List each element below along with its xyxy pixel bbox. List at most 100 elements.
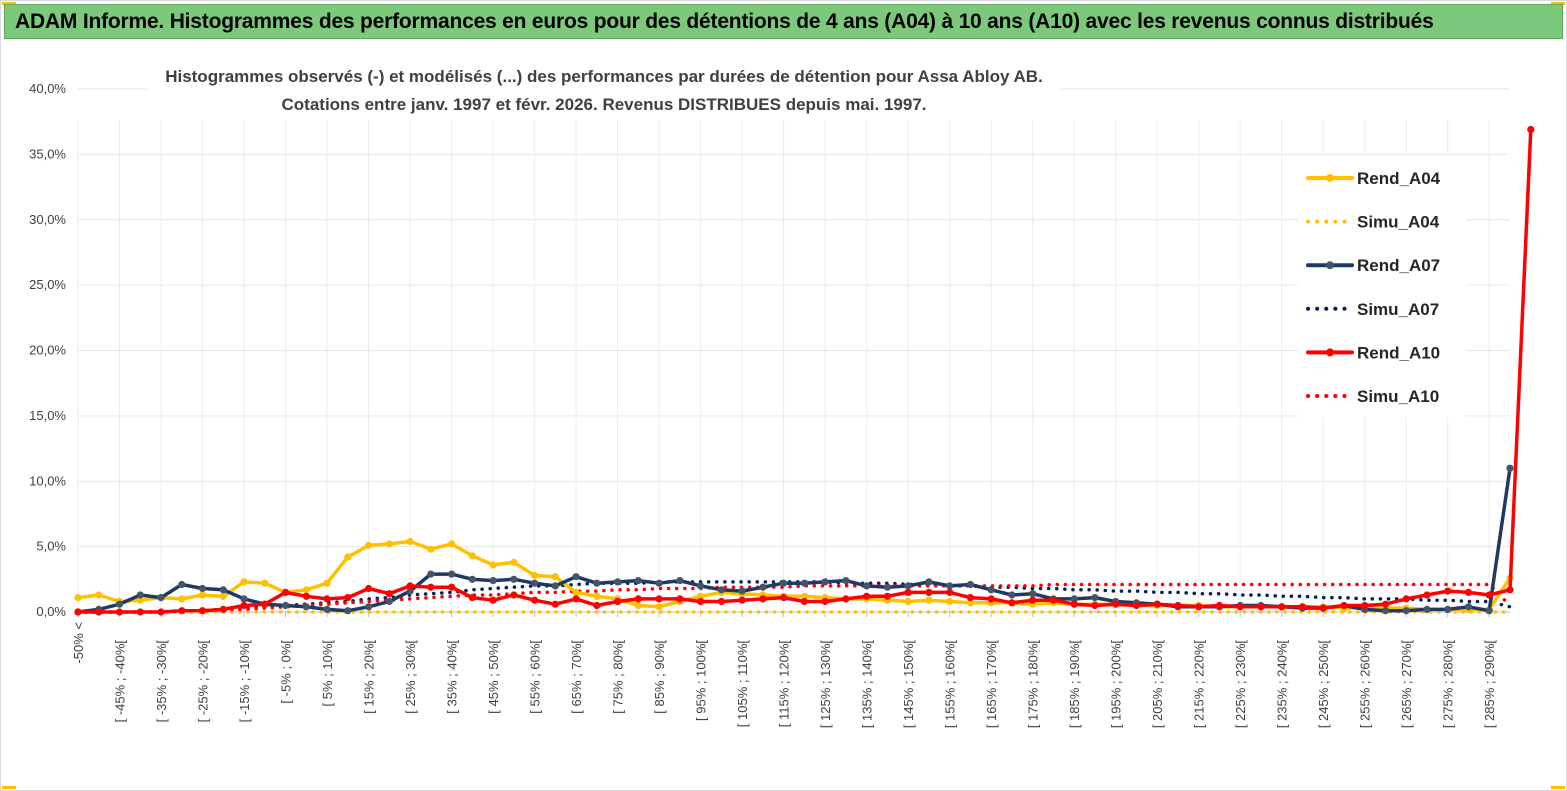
data-point	[925, 588, 933, 597]
x-tick-label: [ 15% ; 20%[	[362, 640, 377, 714]
legend-label: Rend_A07	[1357, 256, 1440, 275]
data-point	[572, 573, 580, 581]
data-point	[1361, 601, 1369, 610]
data-point	[302, 586, 310, 594]
y-tick-label: 15,0%	[29, 408, 66, 423]
data-point	[966, 594, 975, 602]
data-point	[593, 592, 601, 600]
data-point	[385, 590, 393, 598]
x-tick-label: [ -35% ; -30%[	[154, 640, 169, 723]
y-tick-label: 20,0%	[29, 343, 66, 358]
legend: Rend_A04 Simu_A04 Rend_A07 Simu_A07 Rend_A10…	[1306, 169, 1441, 406]
data-point	[1153, 600, 1161, 608]
x-tick-label: [ 185% ; 190%[	[1067, 640, 1082, 729]
x-tick-label: [ 145% ; 150%[	[901, 640, 916, 729]
x-tick-label: [ 205% ; 210%[	[1150, 640, 1165, 729]
x-tick-label: [ 135% ; 140%[	[860, 640, 875, 729]
data-point	[863, 582, 871, 590]
x-tick-label: [ 25% ; 30%[	[403, 640, 418, 714]
data-point	[1402, 595, 1410, 603]
data-point	[406, 537, 414, 546]
data-point	[157, 608, 165, 616]
data-point	[904, 588, 912, 597]
data-point	[240, 595, 248, 603]
data-point	[406, 582, 414, 590]
x-tick-label: [ 225% ; 230%[	[1233, 640, 1248, 729]
data-point	[385, 597, 393, 606]
data-point	[1174, 601, 1182, 610]
data-point	[448, 540, 456, 548]
data-point	[821, 597, 829, 606]
y-tick-label: 35,0%	[29, 146, 66, 161]
data-point	[572, 595, 580, 603]
data-point	[800, 579, 809, 587]
y-axis: 0,0% 5,0% 10,0% 15,0% 20,0% 25,0% 30,0% 35,0% 40…	[29, 81, 66, 619]
data-point	[634, 595, 642, 603]
y-tick-label: 30,0%	[29, 212, 66, 227]
x-tick-label: [ 175% ; 180%[	[1026, 640, 1041, 729]
data-point	[365, 541, 373, 549]
legend-background	[1298, 155, 1466, 417]
data-point	[1029, 596, 1037, 604]
data-point	[842, 577, 850, 585]
data-point	[302, 603, 310, 611]
data-point	[385, 540, 393, 548]
data-point	[697, 597, 705, 606]
data-point	[1423, 605, 1431, 614]
data-point	[1506, 586, 1514, 594]
x-tick-label: [ 195% ; 200%[	[1109, 640, 1124, 729]
data-point	[198, 591, 207, 599]
data-point	[1112, 600, 1120, 608]
data-point	[489, 577, 497, 585]
data-point	[655, 579, 663, 587]
data-point	[717, 586, 726, 594]
data-point	[1215, 601, 1223, 610]
data-point	[261, 579, 269, 587]
data-point	[551, 573, 559, 581]
data-point	[759, 583, 767, 591]
data-point	[240, 578, 248, 586]
x-tick-label: [ 265% ; 270%[	[1399, 640, 1414, 729]
data-point	[448, 570, 456, 578]
data-point	[219, 605, 227, 614]
x-tick-label: [ -5% ; 0%[	[279, 640, 294, 704]
data-point	[427, 545, 435, 553]
data-point	[365, 603, 373, 611]
x-tick-label: [ 245% ; 250%[	[1316, 640, 1331, 729]
legend-label: Simu_A07	[1357, 300, 1439, 319]
data-point	[281, 601, 290, 610]
data-point	[593, 579, 601, 587]
data-point	[634, 601, 642, 610]
x-tick-label: [ 65% ; 70%[	[569, 640, 584, 714]
x-tick-label: [ 55% ; 60%[	[528, 640, 543, 714]
data-point	[966, 599, 975, 607]
data-point	[1402, 607, 1410, 615]
data-point	[1423, 591, 1431, 599]
data-point	[510, 575, 518, 583]
legend-label: Rend_A10	[1357, 343, 1440, 362]
data-point	[1008, 599, 1016, 607]
x-tick-label: [ 275% ; 280%[	[1441, 640, 1456, 729]
data-point	[323, 605, 331, 614]
data-point	[74, 608, 82, 616]
corner-mark	[2, 786, 16, 789]
data-point	[1257, 603, 1265, 611]
chart-title: Histogrammes observés (-) et modélisés (…	[165, 67, 1043, 86]
data-point	[427, 570, 435, 578]
data-point	[427, 583, 435, 591]
data-point	[510, 558, 518, 566]
data-point	[1319, 604, 1327, 612]
corner-mark	[1551, 2, 1565, 5]
data-point	[1464, 588, 1473, 597]
series-group	[74, 125, 1535, 616]
x-tick-label: [ 125% ; 130%[	[818, 640, 833, 729]
data-point	[1464, 603, 1473, 611]
x-tick-label: [ 165% ; 170%[	[984, 640, 999, 729]
title-background	[148, 60, 1060, 120]
data-point	[136, 591, 144, 599]
legend-label: Simu_A04	[1357, 213, 1440, 232]
data-point	[1008, 591, 1016, 599]
x-tick-label: [ 85% ; 90%[	[652, 640, 667, 714]
x-tick-label: [ 115% ; 120%[	[777, 640, 792, 728]
y-tick-label: 10,0%	[29, 473, 66, 488]
